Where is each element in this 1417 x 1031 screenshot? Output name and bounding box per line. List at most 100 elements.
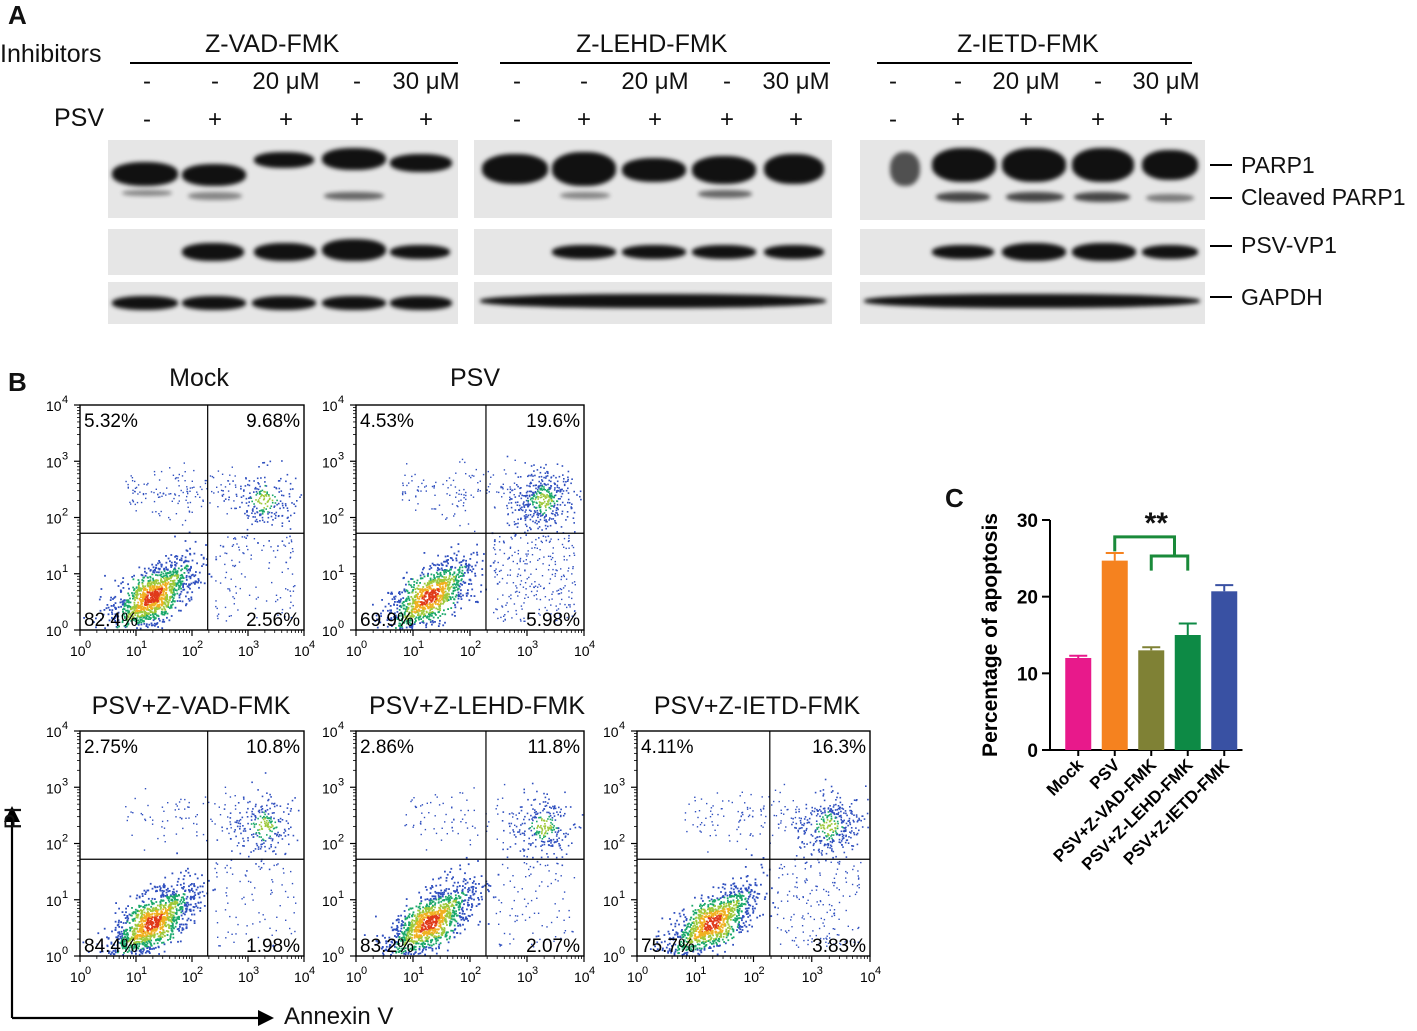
flow-event-dot (226, 620, 227, 621)
flow-event-dot (282, 503, 284, 505)
flow-event-dot (163, 569, 165, 571)
flow-event-dot (123, 922, 125, 924)
flow-event-dot (172, 587, 174, 589)
flow-event-dot (532, 479, 534, 481)
flow-event-dot (140, 615, 142, 617)
flow-event-dot (186, 496, 187, 497)
flow-event-dot (176, 477, 177, 478)
flow-event-dot (550, 525, 552, 527)
flow-event-dot (142, 919, 144, 921)
flow-event-dot (140, 628, 142, 630)
flow-event-dot (135, 798, 136, 799)
flow-event-dot (443, 600, 445, 602)
flow-event-dot (442, 588, 444, 590)
flow-event-dot (520, 561, 521, 562)
flow-event-dot (430, 596, 432, 598)
flow-event-dot (246, 546, 247, 547)
flow-event-dot (146, 947, 148, 949)
flow-event-dot (193, 582, 195, 584)
flow-event-dot (299, 496, 301, 498)
flow-event-dot (169, 599, 171, 601)
flow-event-dot (573, 604, 574, 605)
flow-event-dot (540, 511, 542, 513)
flow-event-dot (209, 502, 210, 503)
flow-event-dot (151, 945, 153, 947)
flow-event-dot (117, 932, 119, 934)
flow-event-dot (463, 497, 464, 498)
flow-event-dot (424, 486, 425, 487)
flow-event-dot (522, 510, 524, 512)
flow-event-dot (509, 486, 510, 487)
flow-event-dot (541, 515, 543, 517)
flow-event-dot (523, 618, 524, 619)
flow-event-dot (210, 475, 211, 476)
flow-event-dot (275, 827, 277, 829)
flow-event-dot (543, 535, 545, 537)
y-axis-tick-label: 10 (46, 454, 62, 470)
flow-event-dot (144, 594, 146, 596)
flow-event-dot (117, 924, 119, 926)
flow-event-dot (163, 835, 164, 836)
flow-event-dot (424, 613, 426, 615)
flow-event-dot (459, 567, 461, 569)
flow-event-dot (267, 823, 269, 825)
flow-event-dot (162, 916, 164, 918)
flow-event-dot (285, 853, 287, 855)
flow-event-dot (189, 600, 191, 602)
flow-event-dot (251, 834, 253, 836)
flow-event-dot (430, 606, 432, 608)
flow-event-dot (182, 901, 184, 903)
flow-event-dot (563, 547, 564, 548)
flow-event-dot (448, 599, 450, 601)
flow-event-dot (420, 578, 422, 580)
flow-event-dot (181, 565, 183, 567)
flow-event-dot (460, 583, 462, 585)
flow-event-dot (192, 896, 194, 898)
flow-event-dot (262, 839, 264, 841)
flow-event-dot (536, 502, 538, 504)
flow-event-dot (247, 529, 249, 531)
flow-event-dot (132, 931, 134, 933)
y-axis-tick-label: 10 (46, 567, 62, 583)
flow-event-dot (567, 516, 569, 518)
flow-event-dot (149, 929, 151, 931)
flow-event-dot (265, 485, 267, 487)
flow-event-dot (147, 921, 149, 923)
flow-event-dot (454, 589, 456, 591)
flow-event-dot (130, 602, 132, 604)
flow-event-dot (137, 930, 139, 932)
flow-event-dot (480, 584, 482, 586)
flow-event-dot (147, 909, 149, 911)
flow-event-dot (541, 503, 543, 505)
flow-event-dot (521, 605, 522, 606)
flow-event-dot (556, 500, 558, 502)
flow-event-dot (276, 488, 278, 490)
flow-event-dot (266, 816, 268, 818)
flow-event-dot (190, 904, 192, 906)
flow-event-dot (196, 835, 197, 836)
flow-event-dot (551, 594, 552, 595)
flow-event-dot (160, 887, 162, 889)
flow-event-dot (150, 906, 152, 908)
flow-event-dot (182, 828, 183, 829)
flow-event-dot (136, 898, 138, 900)
flow-event-dot (172, 600, 174, 602)
flow-event-dot (148, 582, 150, 584)
flow-event-dot (437, 564, 439, 566)
flow-event-dot (189, 570, 191, 572)
flow-event-dot (147, 577, 149, 579)
flow-event-dot (465, 492, 466, 493)
flow-event-dot (290, 557, 291, 558)
flow-event-dot (493, 562, 495, 564)
flow-event-dot (260, 848, 262, 850)
flow-event-dot (411, 480, 412, 481)
flow-event-dot (444, 561, 446, 563)
flow-event-dot (125, 911, 127, 913)
flow-event-dot (536, 598, 537, 599)
flow-event-dot (443, 576, 445, 578)
flow-event-dot (180, 817, 181, 818)
flow-event-dot (174, 583, 176, 585)
flow-event-dot (428, 607, 430, 609)
flow-event-dot (420, 601, 422, 603)
flow-event-dot (449, 477, 450, 478)
